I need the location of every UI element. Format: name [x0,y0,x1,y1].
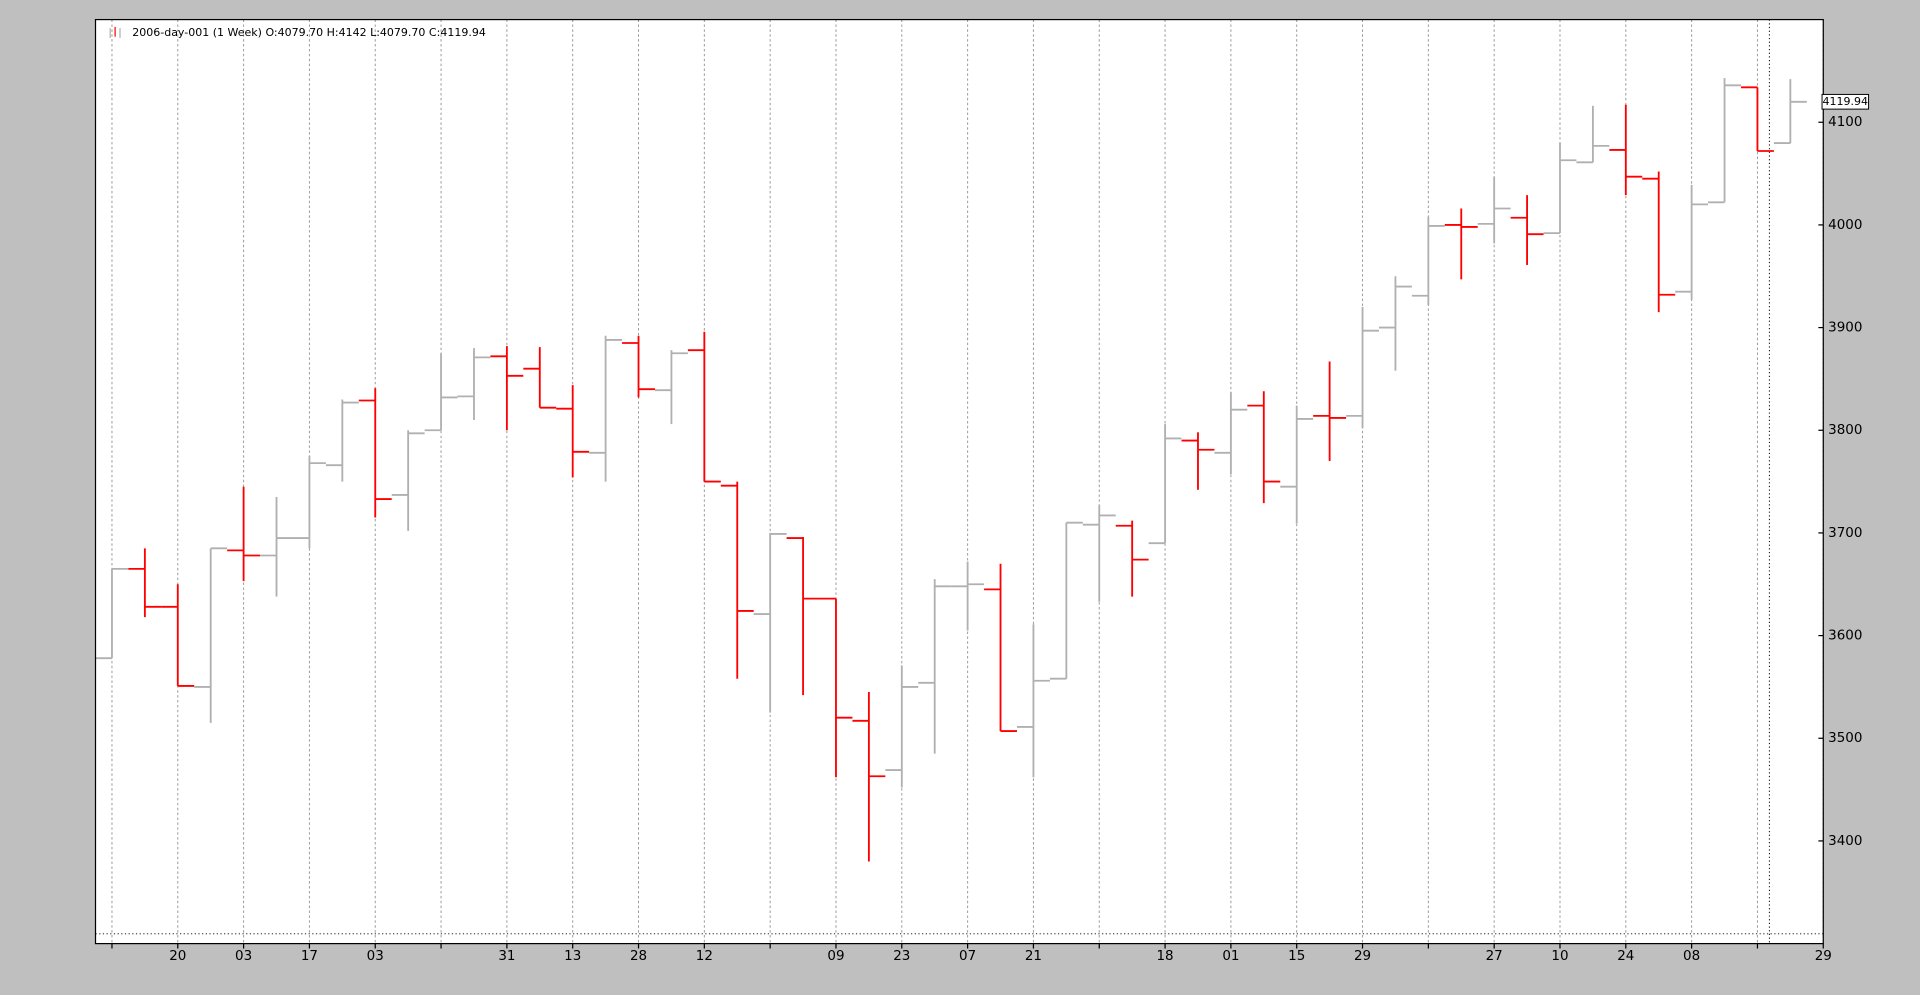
ohlc-bar [1115,520,1149,597]
legend-icon [109,26,121,38]
x-tick-label: 07 [959,949,976,964]
ohlc-bar [885,665,919,788]
ohlc-bar [1411,216,1445,306]
y-tick-label: 4100 [1828,115,1862,130]
ohlc-bar [852,692,886,862]
ohlc-bar [951,561,985,631]
x-tick-label: 09 [827,949,844,964]
y-tick-label: 4000 [1828,218,1862,233]
ohlc-bar [95,567,129,660]
ohlc-bar [325,399,359,482]
y-tick-label: 3700 [1828,526,1862,541]
ohlc-bar [1675,184,1709,300]
y-tick-label: 3800 [1828,423,1862,438]
legend-text: 2006-day-001 (1 Week) O:4079.70 H:4142 L… [132,26,486,39]
last-price-label: 4119.94 [1823,95,1869,108]
last-price-box [1821,93,1870,110]
ohlc-bar [1773,79,1807,145]
ohlc-bar [918,579,952,754]
ohlc-bar [1214,392,1248,475]
x-tick-label: 29 [1354,949,1371,964]
ohlc-bar [1247,391,1281,504]
ohlc-bar [1444,208,1478,280]
x-tick-label: 08 [1683,949,1700,964]
x-tick-label: 21 [1025,949,1042,964]
ohlc-bar [786,537,820,696]
y-tick-label: 3600 [1828,629,1862,644]
ohlc-bar [292,455,326,549]
ohlc-bar [589,335,623,482]
ohlc-bar [819,597,853,778]
ohlc-bar [1181,432,1215,490]
ohlc-bar [523,347,557,409]
ohlc-bar [1148,424,1182,545]
ohlc-bar [720,481,754,679]
ohlc-bar [1543,142,1577,235]
x-tick-label: 23 [893,949,910,964]
x-tick-label: 13 [564,949,581,964]
x-tick-label: 01 [1222,949,1239,964]
ohlc-bar [1313,361,1347,462]
grid [111,19,1824,944]
x-tick-label: 18 [1157,949,1174,964]
ohlc-bar [654,350,688,425]
plot-area [95,19,1824,944]
x-tick-label: 27 [1486,949,1503,964]
ohlc-bar [227,486,261,582]
bars [95,78,1807,862]
x-tick-label: 17 [301,949,318,964]
y-tick-label: 3500 [1828,731,1862,746]
x-tick-label: 12 [696,949,713,964]
ohlc-bar [1082,505,1116,602]
ohlc-bar [1049,521,1083,680]
ohlc-bar [1576,105,1610,164]
y-tick-label: 3900 [1828,321,1862,336]
ohlc-bar [1346,307,1379,429]
ohlc-bar [260,496,293,597]
x-tick-label: 20 [169,949,186,964]
ohlc-bar [391,430,425,531]
x-tick-label: 29 [1815,949,1832,964]
ohlc-bar [753,532,787,713]
ohlc-bar [1510,195,1544,265]
ohlc-bar [1477,176,1511,244]
ohlc-bar [622,335,655,398]
ohlc-bar [161,584,195,687]
ohlc-bar [1642,171,1676,313]
ohlc-bar [490,346,524,431]
x-tick-label: 03 [235,949,252,964]
x-tick-label: 31 [498,949,515,964]
ohlc-bar [1016,624,1050,778]
ohlc-bar [984,563,1017,732]
ohlc-bar [457,348,491,420]
ohlc-bar [1740,86,1774,152]
ohlc-bar [128,548,162,618]
x-tick-label: 10 [1551,949,1568,964]
ohlc-bar [1609,104,1643,196]
ohlc-bar [358,388,392,518]
x-tick-label: 28 [630,949,647,964]
ohlc-bar [424,353,458,432]
x-tick-label: 15 [1288,949,1305,964]
x-tick-label: 24 [1617,949,1634,964]
ohlc-bar [687,331,721,483]
x-tick-label: 03 [367,949,384,964]
ohlc-bar [194,547,228,723]
ohlc-bar [1280,405,1314,524]
ohlc-bar [1378,276,1412,371]
ohlc-bar [556,385,590,478]
y-tick-label: 3400 [1828,834,1862,849]
ohlc-bar [1708,78,1741,204]
plot-frame [94,18,1824,945]
